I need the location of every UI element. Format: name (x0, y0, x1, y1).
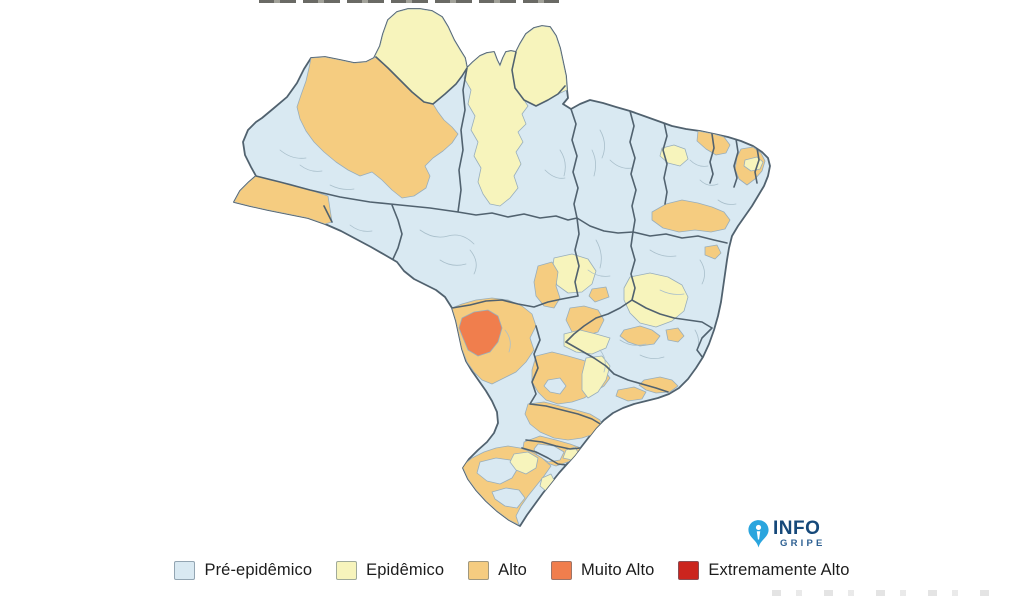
region-mato-grosso-do-sul-west (458, 309, 503, 357)
infogripe-logo: INFO GRIPE (747, 519, 826, 552)
macro-region-borders (279, 129, 737, 436)
region-rs-center-north (476, 457, 519, 485)
legend-swatch-pre-epidemico (174, 561, 196, 580)
region-rs-south (491, 487, 526, 509)
legend-item-epidemico: Epidêmico (336, 561, 444, 580)
region-para-west (463, 50, 529, 207)
region-ceara-south (659, 144, 689, 167)
legend-label-extremamente-alto: Extremamente Alto (708, 561, 850, 579)
region-bahia-coast-north (704, 244, 722, 260)
region-pernambuco-sertao (651, 199, 731, 233)
region-rs-center (509, 451, 539, 475)
status-patches (234, 9, 766, 526)
legend-item-muito-alto: Muito Alto (550, 561, 655, 580)
region-rio-west (615, 386, 647, 402)
legend-swatch-alto (468, 561, 490, 580)
legend-swatch-epidemico (336, 561, 358, 580)
logo-gripe-text: GRIPE (780, 538, 826, 549)
region-minas-central (619, 325, 661, 347)
region-rio-north (638, 376, 679, 394)
legend-item-extremamente-alto: Extremamente Alto (678, 561, 849, 580)
logo-info-text: INFO (773, 518, 821, 539)
cropped-title-artifact (259, 0, 559, 3)
region-sao-paulo-central (543, 377, 567, 395)
cropped-text-artifact (772, 590, 997, 596)
legend-label-epidemico: Epidêmico (366, 561, 445, 579)
legend-item-pre-epidemico: Pré-epidêmico (174, 561, 312, 580)
region-bahia-central (623, 272, 689, 328)
legend-swatch-muito-alto (550, 561, 572, 580)
region-goias-west (533, 261, 561, 309)
map-pin-icon (748, 520, 769, 548)
legend-label-alto: Alto (498, 561, 527, 579)
logo-text: INFO GRIPE (773, 519, 826, 549)
legend-label-muito-alto: Muito Alto (580, 561, 655, 579)
state-borders (255, 51, 760, 466)
region-minas-east (665, 327, 685, 343)
region-goias-southeast (565, 305, 605, 337)
region-distrito-federal (588, 286, 610, 303)
legend-swatch-extremamente-alto (678, 561, 700, 580)
legend-label-pre-epidemico: Pré-epidêmico (204, 561, 313, 579)
legend-item-alto: Alto (468, 561, 527, 580)
legend: Pré-epidêmico Epidêmico Alto Muito Alto … (0, 561, 1024, 580)
